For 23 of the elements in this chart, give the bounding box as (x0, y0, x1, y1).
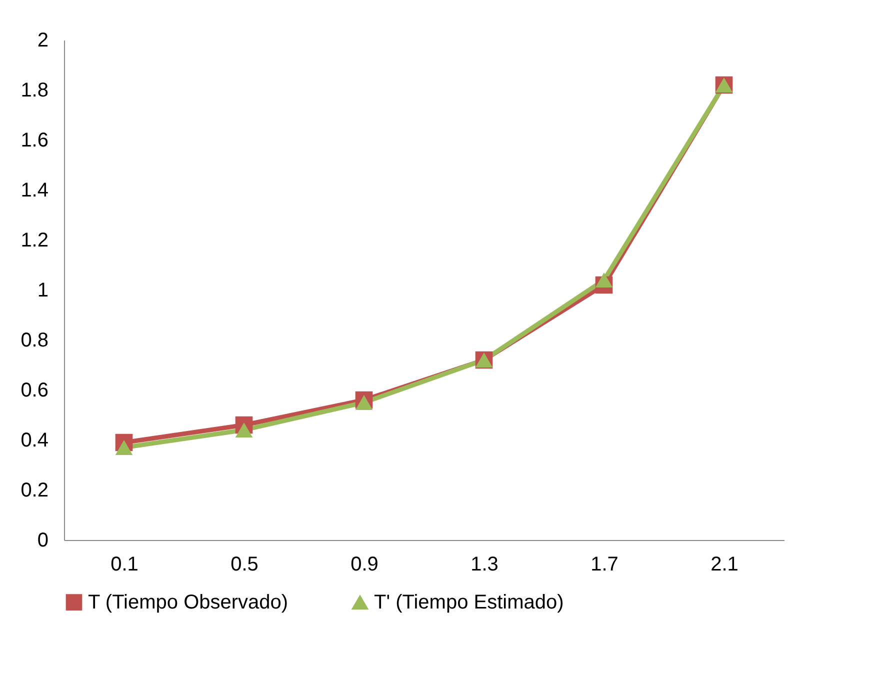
point (595, 272, 613, 288)
y-tick-label: 1.8 (20, 80, 48, 102)
point (115, 440, 133, 455)
y-tick-label: 0.8 (20, 330, 48, 352)
x-tick-label: 0.9 (350, 554, 378, 576)
x-tick-label: 1.3 (470, 554, 498, 576)
y-tick-label: 0 (37, 530, 48, 552)
y-tick-label: 0.6 (20, 380, 48, 402)
point (355, 395, 373, 410)
y-tick-label: 0.2 (20, 480, 48, 502)
point (235, 422, 253, 438)
y-tick-label: 1.4 (20, 180, 48, 202)
y-tick-label: 0.4 (20, 430, 48, 452)
y-tick-label: 1.6 (20, 130, 48, 152)
x-tick-label: 0.1 (110, 554, 138, 576)
x-tick-label: 1.7 (590, 554, 618, 576)
y-tick-label: 2 (37, 30, 48, 52)
legend-label: T (Tiempo Observado) (88, 591, 288, 614)
x-tick-label: 0.5 (230, 554, 258, 576)
x-tick-label: 2.1 (710, 554, 738, 576)
y-tick-label: 1.2 (20, 230, 48, 252)
legend-label: T' (Tiempo Estimado) (374, 592, 564, 614)
y-tick-label: 1 (37, 280, 48, 302)
